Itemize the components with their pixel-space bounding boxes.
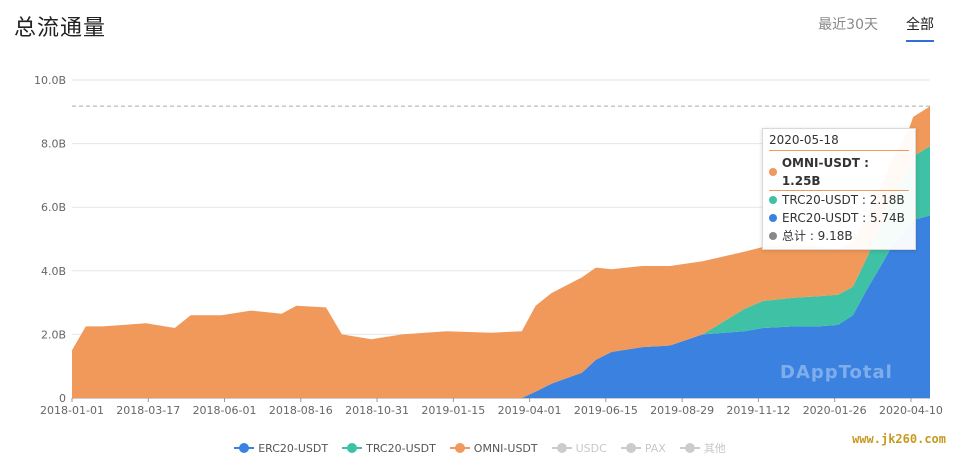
page-title: 总流通量 <box>14 16 107 41</box>
x-tick-label: 2018-06-01 <box>193 404 257 417</box>
legend-swatch-icon <box>551 443 572 453</box>
x-tick-label: 2019-04-01 <box>498 404 562 417</box>
x-tick-label: 2018-10-31 <box>345 404 409 417</box>
y-tick-label: 2.0B <box>41 328 66 341</box>
x-tick-label: 2018-03-17 <box>116 404 180 417</box>
legend-item[interactable]: PAX <box>620 440 666 456</box>
x-tick-label: 2019-01-15 <box>421 404 485 417</box>
x-tick-label: 2019-08-29 <box>650 404 714 417</box>
x-tick-label: 2020-04-10 <box>879 404 943 417</box>
x-tick-label: 2019-11-12 <box>726 404 790 417</box>
y-tick-label: 10.0B <box>34 74 66 87</box>
tab-all[interactable]: 全部 <box>906 14 934 42</box>
x-tick-label: 2018-01-01 <box>40 404 104 417</box>
site-watermark: www.jk260.com <box>852 432 946 446</box>
tooltip-row: 总计 : 9.18B <box>769 227 909 245</box>
legend-label: USDC <box>575 441 607 455</box>
y-tick-label: 4.0B <box>41 265 66 278</box>
tooltip-row: ERC20-USDT : 5.74B <box>769 209 909 227</box>
x-tick-label: 2018-08-16 <box>269 404 333 417</box>
legend-swatch-icon <box>234 443 255 453</box>
legend-label: OMNI-USDT <box>473 441 538 455</box>
series-dot-icon <box>769 214 777 222</box>
legend-item[interactable]: OMNI-USDT <box>449 440 538 456</box>
tooltip-row: OMNI-USDT : 1.25B <box>769 154 909 191</box>
legend-item[interactable]: ERC20-USDT <box>234 440 328 456</box>
legend-swatch-icon <box>679 443 700 453</box>
legend-label: ERC20-USDT <box>258 441 329 455</box>
legend-item[interactable]: 其他 <box>679 440 726 456</box>
legend-swatch-icon <box>449 443 470 453</box>
series-dot-icon <box>769 168 777 176</box>
tooltip-row-label: ERC20-USDT : 5.74B <box>782 211 905 225</box>
tooltip-date: 2020-05-18 <box>769 133 909 151</box>
chart-legend: ERC20-USDT TRC20-USDT OMNI-USDT USDC PAX 其他 <box>0 440 960 456</box>
series-area-erc20-usdt <box>72 215 930 398</box>
range-tabs: 最近30天 全部 <box>818 14 934 42</box>
y-tick-label: 6.0B <box>41 201 66 214</box>
tooltip-row: TRC20-USDT : 2.18B <box>769 191 909 209</box>
tab-last-30-days[interactable]: 最近30天 <box>818 17 878 33</box>
y-tick-label: 8.0B <box>41 138 66 151</box>
legend-item[interactable]: USDC <box>551 440 607 456</box>
y-tick-label: 0 <box>59 392 66 405</box>
legend-label: PAX <box>644 441 666 455</box>
watermark-logo: DAppTotal <box>780 362 893 383</box>
legend-label: 其他 <box>703 442 726 455</box>
legend-item[interactable]: TRC20-USDT <box>342 440 436 456</box>
tooltip-row-label: 总计 : 9.18B <box>782 229 853 243</box>
chart-tooltip: 2020-05-18 OMNI-USDT : 1.25B TRC20-USDT :… <box>762 128 916 250</box>
x-tick-label: 2020-01-26 <box>803 404 867 417</box>
tooltip-row-label: TRC20-USDT : 2.18B <box>782 193 905 207</box>
series-dot-icon <box>769 232 777 240</box>
series-dot-icon <box>769 196 777 204</box>
legend-swatch-icon <box>342 443 363 453</box>
legend-swatch-icon <box>620 443 641 453</box>
series-area-omni-usdt <box>72 106 930 399</box>
x-tick-label: 2019-06-15 <box>574 404 638 417</box>
tooltip-row-label: OMNI-USDT : 1.25B <box>781 156 869 188</box>
legend-label: TRC20-USDT <box>366 441 436 455</box>
